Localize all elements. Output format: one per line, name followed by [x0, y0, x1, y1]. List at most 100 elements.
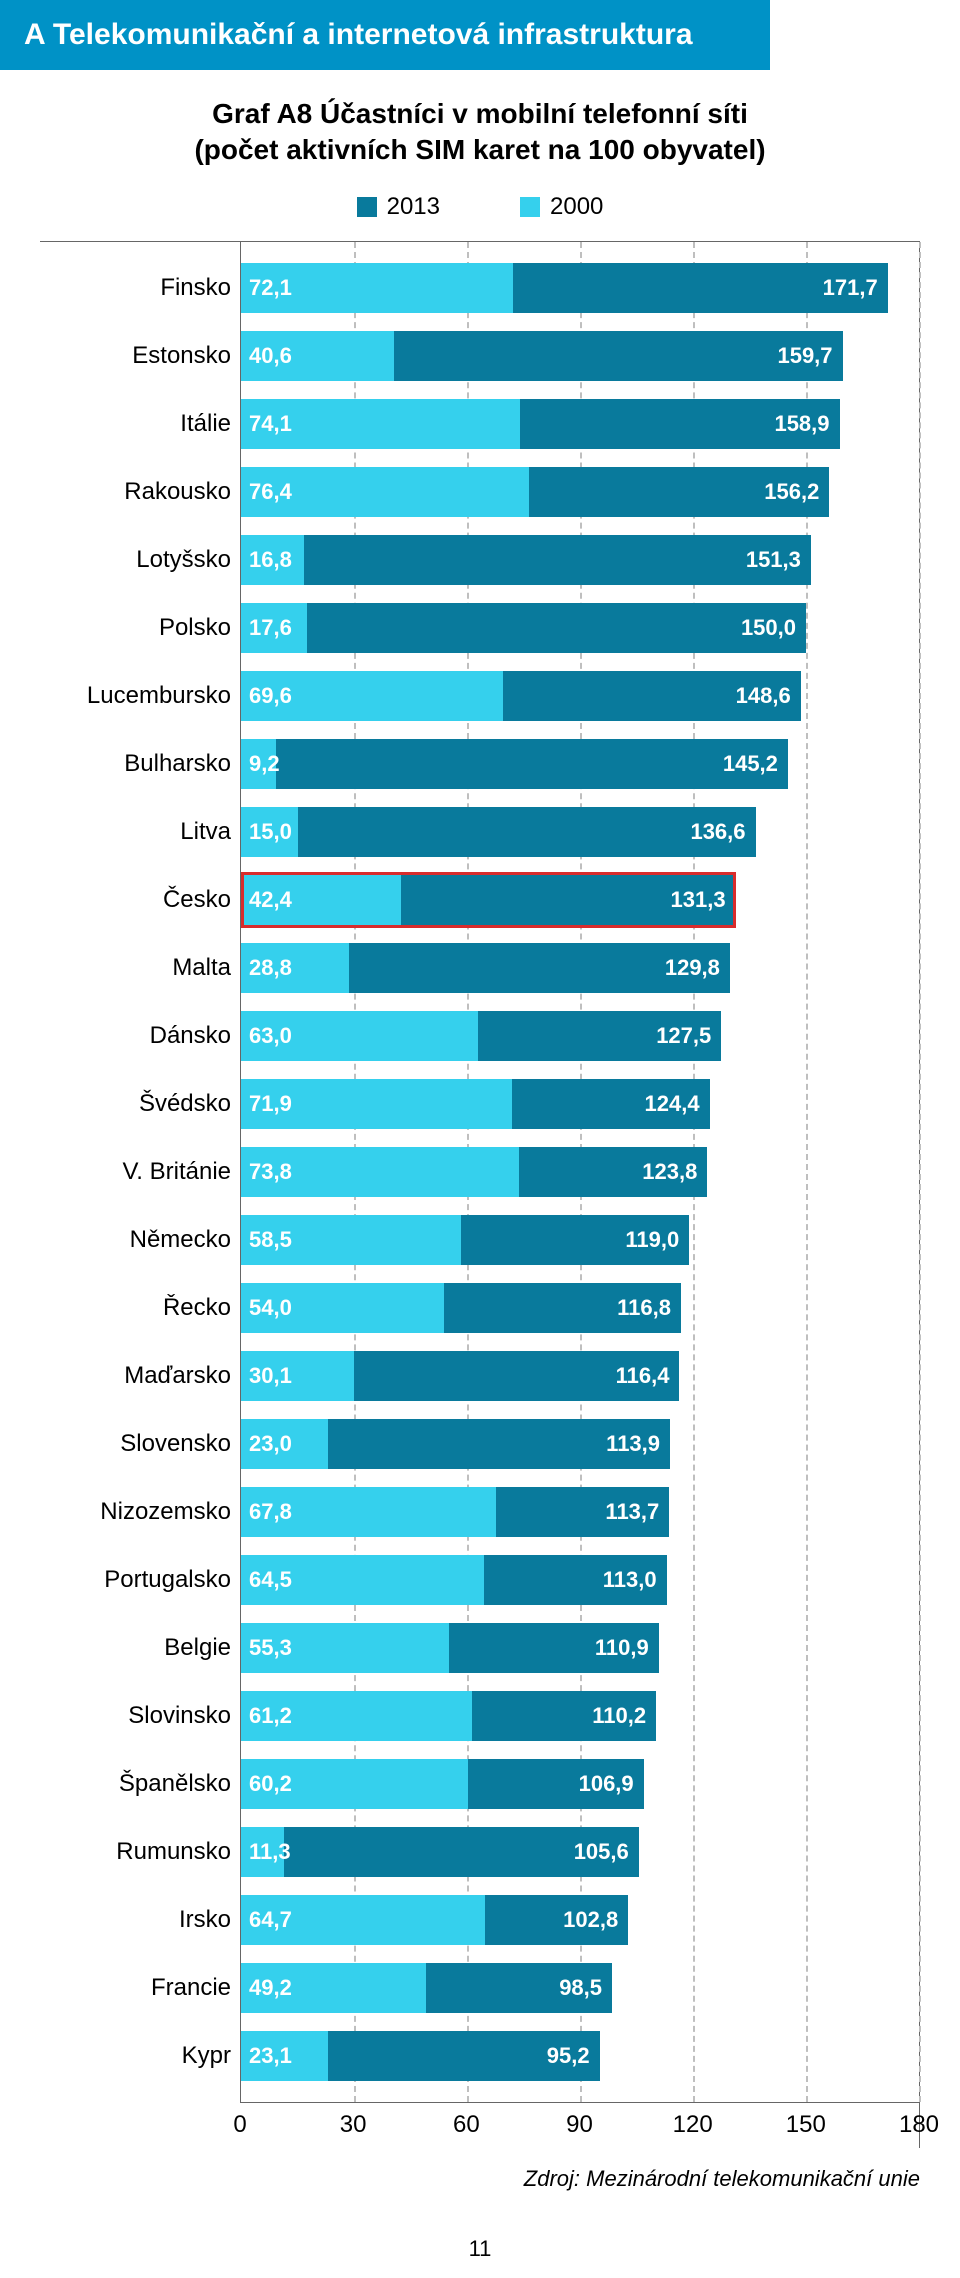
bar-2000-value: 60,2	[249, 1771, 292, 1797]
bar-2013-value: 98,5	[559, 1975, 602, 2001]
bar-2013-value: 151,3	[746, 547, 801, 573]
chart-row: Lucembursko148,669,6	[241, 662, 919, 730]
chart-row: Bulharsko145,29,2	[241, 730, 919, 798]
chart-row: Polsko150,017,6	[241, 594, 919, 662]
bar-2013-value: 110,9	[595, 1635, 649, 1661]
bar-2000: 61,2	[241, 1691, 472, 1741]
chart-row: Lotyšsko151,316,8	[241, 526, 919, 594]
x-tick-label: 0	[233, 2111, 246, 2139]
x-tick-label: 30	[340, 2111, 367, 2139]
category-label: Lotyšsko	[41, 526, 231, 594]
bar-2000: 69,6	[241, 671, 503, 721]
bar-2000-value: 76,4	[249, 479, 292, 505]
chart-row: Portugalsko113,064,5	[241, 1546, 919, 1614]
category-label: Řecko	[41, 1274, 231, 1342]
legend-label-2013: 2013	[387, 193, 440, 221]
bar-2013-value: 150,0	[741, 615, 796, 641]
bar-2000-value: 15,0	[249, 819, 292, 845]
bar-2000: 64,5	[241, 1555, 484, 1605]
bar-2013: 136,6	[241, 807, 756, 857]
category-label: Lucembursko	[41, 662, 231, 730]
bar-2013: 151,3	[241, 535, 811, 585]
bar-2013-value: 124,4	[645, 1091, 700, 1117]
x-tick-label: 60	[453, 2111, 480, 2139]
bar-2013-value: 95,2	[547, 2043, 590, 2069]
bar-2013-value: 116,8	[617, 1295, 671, 1321]
x-tick-label: 120	[673, 2111, 713, 2139]
bar-2000-value: 17,6	[249, 615, 292, 641]
bar-2000-value: 49,2	[249, 1975, 292, 2001]
bar-2000: 30,1	[241, 1351, 354, 1401]
bar-2013-value: 123,8	[642, 1159, 697, 1185]
bar-2013-value: 158,9	[774, 411, 829, 437]
bar-2013-value: 113,9	[606, 1431, 660, 1457]
bar-2013-value: 116,4	[616, 1363, 670, 1389]
chart-row: Dánsko127,563,0	[241, 1002, 919, 1070]
x-axis: 0306090120150180	[240, 2102, 919, 2148]
chart-row: Irsko102,864,7	[241, 1886, 919, 1954]
chart-row: Slovensko113,923,0	[241, 1410, 919, 1478]
bar-2000-value: 74,1	[249, 411, 292, 437]
bar-2000-value: 9,2	[249, 751, 280, 777]
chart-row: Itálie158,974,1	[241, 390, 919, 458]
bar-2013-value: 106,9	[579, 1771, 634, 1797]
bar-2013-value: 145,2	[723, 751, 778, 777]
bar-2000: 71,9	[241, 1079, 512, 1129]
page-number: 11	[0, 2236, 960, 2262]
category-label: Švédsko	[41, 1070, 231, 1138]
bar-2000: 23,0	[241, 1419, 328, 1469]
bar-2000-value: 40,6	[249, 343, 292, 369]
bar-2000: 76,4	[241, 467, 529, 517]
category-label: Malta	[41, 934, 231, 1002]
bar-2000: 28,8	[241, 943, 349, 993]
category-label: Litva	[41, 798, 231, 866]
bar-2000: 9,2	[241, 739, 276, 789]
category-label: Dánsko	[41, 1002, 231, 1070]
legend-item-2013: 2013	[357, 193, 440, 221]
chart-title-line2: (počet aktivních SIM karet na 100 obyvat…	[194, 134, 765, 165]
legend-item-2000: 2000	[520, 193, 603, 221]
chart-row: Finsko171,772,1	[241, 254, 919, 322]
category-label: Slovensko	[41, 1410, 231, 1478]
bar-2000-value: 73,8	[249, 1159, 292, 1185]
bar-2013-value: 129,8	[665, 955, 720, 981]
bar-2000-value: 64,5	[249, 1567, 292, 1593]
bar-2000-value: 55,3	[249, 1635, 292, 1661]
bar-2013-value: 171,7	[823, 275, 878, 301]
category-label: Portugalsko	[41, 1546, 231, 1614]
category-label: Španělsko	[41, 1750, 231, 1818]
chart-row: Švédsko124,471,9	[241, 1070, 919, 1138]
bar-2000-value: 63,0	[249, 1023, 292, 1049]
gridline	[919, 242, 921, 2102]
chart-row: Francie98,549,2	[241, 1954, 919, 2022]
category-label: Česko	[41, 866, 231, 934]
bar-2013-value: 113,7	[605, 1499, 659, 1525]
category-label: Nizozemsko	[41, 1478, 231, 1546]
bar-2000-value: 72,1	[249, 275, 292, 301]
bar-2000-value: 54,0	[249, 1295, 292, 1321]
legend-swatch-2013	[357, 197, 377, 217]
category-label: Rakousko	[41, 458, 231, 526]
category-label: Kypr	[41, 2022, 231, 2090]
chart-container: 2013 2000 Finsko171,772,1Estonsko159,740…	[40, 193, 920, 2148]
bar-2013-value: 156,2	[764, 479, 819, 505]
bar-2000-value: 64,7	[249, 1907, 292, 1933]
chart-source: Zdroj: Mezinárodní telekomunikační unie	[0, 2166, 920, 2192]
chart-row: Malta129,828,8	[241, 934, 919, 1002]
chart-title: Graf A8 Účastníci v mobilní telefonní sí…	[0, 96, 960, 169]
chart-plot: Finsko171,772,1Estonsko159,740,6Itálie15…	[240, 242, 919, 2102]
legend: 2013 2000	[40, 193, 920, 221]
bar-2013-value: 105,6	[574, 1839, 629, 1865]
category-label: Německo	[41, 1206, 231, 1274]
category-label: Belgie	[41, 1614, 231, 1682]
bar-2013-value: 127,5	[656, 1023, 711, 1049]
category-label: Slovinsko	[41, 1682, 231, 1750]
bar-2013-value: 131,3	[671, 887, 726, 913]
section-header-text: A Telekomunikační a internetová infrastr…	[24, 18, 693, 51]
bar-2000: 74,1	[241, 399, 520, 449]
bar-2013-value: 110,2	[592, 1703, 646, 1729]
bar-2000: 63,0	[241, 1011, 478, 1061]
bar-2000: 23,1	[241, 2031, 328, 2081]
bar-2000: 49,2	[241, 1963, 426, 2013]
bar-2000: 60,2	[241, 1759, 468, 1809]
